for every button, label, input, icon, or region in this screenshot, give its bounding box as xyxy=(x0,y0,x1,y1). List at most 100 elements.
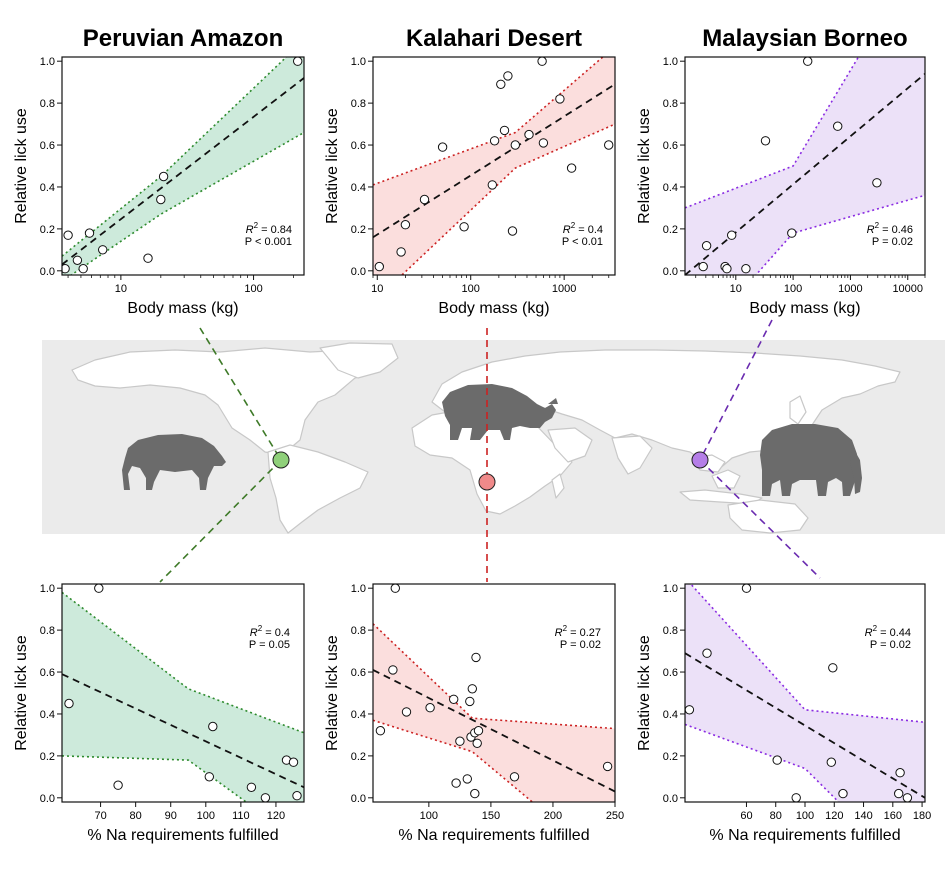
panel3-data-point-5 xyxy=(246,782,257,792)
panel4-data-point-9 xyxy=(465,696,475,707)
panel4-data-point-17 xyxy=(509,772,520,782)
panel2-data-point-1 xyxy=(701,241,712,251)
panel2-x-axis-label: Body mass (kg) xyxy=(749,300,860,317)
panel5-r-squared-label: R2 = 0.44 xyxy=(865,624,911,639)
panel2-data-point-6 xyxy=(760,136,771,146)
panel3-data-point-0 xyxy=(64,698,74,709)
panel1-xtick-label-2: 1000 xyxy=(552,283,576,295)
panel4-y-axis-label: Relative lick use xyxy=(324,635,341,751)
panel1-frame xyxy=(372,56,616,276)
panel4-data-point-7 xyxy=(455,736,465,746)
panel5-ytick-label-4: 0.8 xyxy=(663,625,678,637)
panel5-p-value-label: P = 0.02 xyxy=(870,639,911,651)
panel5-ytick-label-2: 0.4 xyxy=(663,709,678,721)
tapir-icon xyxy=(122,434,226,490)
panel5-xtick-label-0: 60 xyxy=(740,810,752,822)
panel2-ytick-label-0: 0.0 xyxy=(663,266,678,278)
panel2-p-value-label: P = 0.02 xyxy=(872,236,913,248)
panel5-data-point-7 xyxy=(838,788,848,799)
panel5-ytick-label-3: 0.6 xyxy=(663,667,678,679)
site-marker-kalahari xyxy=(478,473,496,491)
panel5-data-point-0 xyxy=(685,705,695,715)
panel1-data-point-9 xyxy=(499,125,510,136)
panel1-data-point-1 xyxy=(396,247,406,257)
panel5-regression-line xyxy=(685,652,925,799)
panel3-ci-upper-line xyxy=(62,591,304,734)
chart-malaysian-borneo-sodium: 0.0 0.2 0.4 0.6 0.8 1.0 60 80 100 120 140 160 180 % N… xyxy=(636,583,931,844)
panel3-x-axis-label: % Na requirements fulfilled xyxy=(87,827,278,844)
panel0-data-point-0 xyxy=(62,264,70,274)
panel3-p-value-label: P = 0.05 xyxy=(249,639,290,651)
panel1-confidence-band xyxy=(373,57,615,275)
japan-shape xyxy=(789,395,807,425)
panel1-data-point-16 xyxy=(555,94,565,104)
panel3-data-point-3 xyxy=(204,772,215,782)
panel4-ci-upper-line xyxy=(373,623,615,730)
panel5-ytick-label-0: 0.0 xyxy=(663,793,678,805)
panel4-ytick-label-0: 0.0 xyxy=(351,793,366,805)
panel0-ytick-label-3: 0.6 xyxy=(40,140,55,152)
panel0-data-point-4 xyxy=(84,228,95,238)
panel4-x-axis-label: % Na requirements fulfilled xyxy=(398,827,589,844)
panel5-data-point-4 xyxy=(791,793,801,802)
panel0-data-point-1 xyxy=(63,230,73,240)
panel3-ytick-label-1: 0.2 xyxy=(40,751,55,763)
elephant-icon xyxy=(760,424,862,496)
panel5-data-point-8 xyxy=(894,788,904,799)
panel1-xtick-label-0: 10 xyxy=(371,283,383,295)
panel5-data-point-9 xyxy=(895,768,905,778)
panel4-r-squared-label: R2 = 0.27 xyxy=(555,624,601,639)
panel0-data-point-7 xyxy=(156,194,166,205)
panel4-p-value-label: P = 0.02 xyxy=(560,639,601,651)
panel4-data-point-0 xyxy=(375,726,386,736)
panel2-title: Malaysian Borneo xyxy=(702,25,907,52)
panel1-data-point-17 xyxy=(566,163,577,173)
panel2-regression-line xyxy=(685,73,925,275)
panel3-xtick-label-0: 70 xyxy=(94,810,106,822)
panel1-y-axis-label: Relative lick use xyxy=(324,108,341,224)
panel4-data-point-18 xyxy=(602,761,613,772)
panel1-xtick-label-1: 100 xyxy=(462,283,480,295)
panel4-data-point-1 xyxy=(388,665,398,675)
australia-shape xyxy=(727,499,809,534)
panel0-data-point-5 xyxy=(98,245,108,255)
panel3-y-axis-label: Relative lick use xyxy=(13,635,30,751)
panel2-plot-area xyxy=(685,57,925,275)
panel5-xtick-label-4: 140 xyxy=(854,810,872,822)
panel4-data-point-13 xyxy=(470,788,480,799)
rhinoceros-icon xyxy=(442,384,558,440)
panel1-ytick-label-1: 0.2 xyxy=(351,224,366,236)
panel1-ytick-label-0: 0.0 xyxy=(351,266,366,278)
panel4-ytick-label-3: 0.6 xyxy=(351,667,366,679)
panel3-ytick-label-3: 0.6 xyxy=(40,667,55,679)
panel4-ytick-label-2: 0.4 xyxy=(351,709,366,721)
panel0-ci-lower-line xyxy=(69,131,304,275)
panel4-xtick-label-0: 100 xyxy=(420,810,438,822)
panel0-plot-area xyxy=(62,57,304,275)
panel4-data-point-5 xyxy=(449,694,459,704)
panel0-p-value-label: P < 0.001 xyxy=(245,236,292,248)
panel1-plot-area xyxy=(373,57,615,275)
panel4-ytick-label-4: 0.8 xyxy=(351,625,366,637)
panel0-ytick-label-2: 0.4 xyxy=(40,182,55,194)
panel1-p-value-label: P < 0.01 xyxy=(562,236,603,248)
panel4-data-point-11 xyxy=(467,684,477,694)
panel5-data-point-1 xyxy=(702,648,712,658)
panel4-data-point-15 xyxy=(472,738,482,748)
panel4-xtick-label-1: 150 xyxy=(482,810,500,822)
panel0-ytick-label-4: 0.8 xyxy=(40,98,55,110)
panel4-xtick-label-3: 250 xyxy=(606,810,624,822)
panel1-ytick-label-3: 0.6 xyxy=(351,140,366,152)
india-shape xyxy=(611,435,653,475)
panel2-data-point-3 xyxy=(722,264,732,274)
panel1-data-point-18 xyxy=(604,140,614,150)
north-america-shape xyxy=(71,347,386,456)
chart-kalahari-desert-sodium: 0.0 0.2 0.4 0.6 0.8 1.0 100 150 200 250 % Na requi… xyxy=(324,583,624,844)
panel2-ytick-label-1: 0.2 xyxy=(663,224,678,236)
site-marker-amazon xyxy=(272,451,290,469)
panel2-frame xyxy=(684,56,926,276)
panel5-data-point-10 xyxy=(902,793,913,802)
panel0-ytick-label-1: 0.2 xyxy=(40,224,55,236)
panel2-xtick-label-0: 10 xyxy=(730,283,742,295)
connector-borneo-bottom xyxy=(699,459,821,579)
